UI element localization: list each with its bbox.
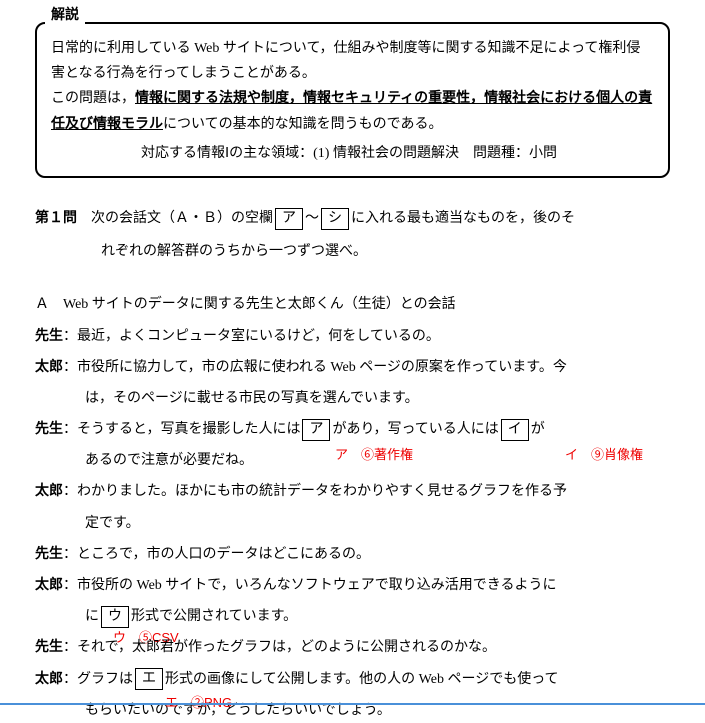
page-root: 解説 日常的に利用している Web サイトについて，仕組みや制度等に関する知識不… <box>0 0 705 723</box>
dialogue-heading: Ａ Web サイトのデータに関する先生と太郎くん（生徒）との会話 <box>35 292 670 317</box>
line-taro-4b: もらいたいのですが，どうしたらいいでしょう。 <box>35 698 670 723</box>
answer-i: イ ⑨肖像権 <box>565 443 643 466</box>
blank-u: ウ <box>101 606 129 628</box>
question-number: 第１問 <box>35 211 77 226</box>
commentary-line2: この問題は，情報に関する法規や制度，情報セキュリティの重要性，情報社会における個… <box>51 86 654 136</box>
question-1-line2: れぞれの解答群のうちから一つずつ選べ。 <box>35 239 670 264</box>
question-1-header: 第１問 次の会話文（Ａ・Ｂ）の空欄ア〜シに入れる最も適当なものを，後のそ <box>35 206 670 231</box>
commentary-box: 日常的に利用している Web サイトについて，仕組みや制度等に関する知識不足によ… <box>35 22 670 178</box>
line-taro-2a: 太郎：わかりました。ほかにも市の統計データをわかりやすく見せるグラフを作る予 <box>35 479 670 504</box>
line-sensei-1: 先生：最近，よくコンピュータ室にいるけど，何をしているの。 <box>35 324 670 349</box>
line-taro-3a: 太郎：市役所の Web サイトで，いろんなソフトウェアで取り込み活用できるように <box>35 573 670 598</box>
line-taro-1b: は，そのページに載せる市民の写真を選んでいます。 <box>35 386 670 411</box>
blank-a: ア <box>275 208 303 230</box>
dialogue-block: Ａ Web サイトのデータに関する先生と太郎くん（生徒）との会話 先生：最近，よ… <box>35 292 670 723</box>
line-taro-1a: 太郎：市役所に協力して，市の広報に使われる Web ページの原案を作っています。… <box>35 355 670 380</box>
line-sensei-4: 先生：それで，太郎君が作ったグラフは，どのように公開されるのかな。 <box>35 635 670 660</box>
line-sensei-3: 先生：ところで，市の人口のデータはどこにあるの。 <box>35 542 670 567</box>
answer-a: ア ⑥著作権 <box>335 443 413 466</box>
blank-e: エ <box>135 668 163 690</box>
commentary-line1: 日常的に利用している Web サイトについて，仕組みや制度等に関する知識不足によ… <box>51 36 654 86</box>
section-label: 解説 <box>45 3 85 28</box>
commentary-scope: 対応する情報Ⅰの主な領域：(1) 情報社会の問題解決 問題種：小問 <box>51 141 654 166</box>
line-taro-2b: 定です。 <box>35 511 670 536</box>
line-taro-4a: 太郎：グラフはエ形式の画像にして公開します。他の人の Web ページでも使って … <box>35 667 670 692</box>
blank-shi: シ <box>321 208 349 230</box>
blank-a2: ア <box>302 419 330 441</box>
line-sensei-2a: 先生：そうすると，写真を撮影した人にはアがあり，写っている人にはイが ア ⑥著作… <box>35 417 670 442</box>
blank-i: イ <box>501 419 529 441</box>
line-taro-3b: にウ形式で公開されています。 ウ ⑤CSV <box>35 604 670 629</box>
